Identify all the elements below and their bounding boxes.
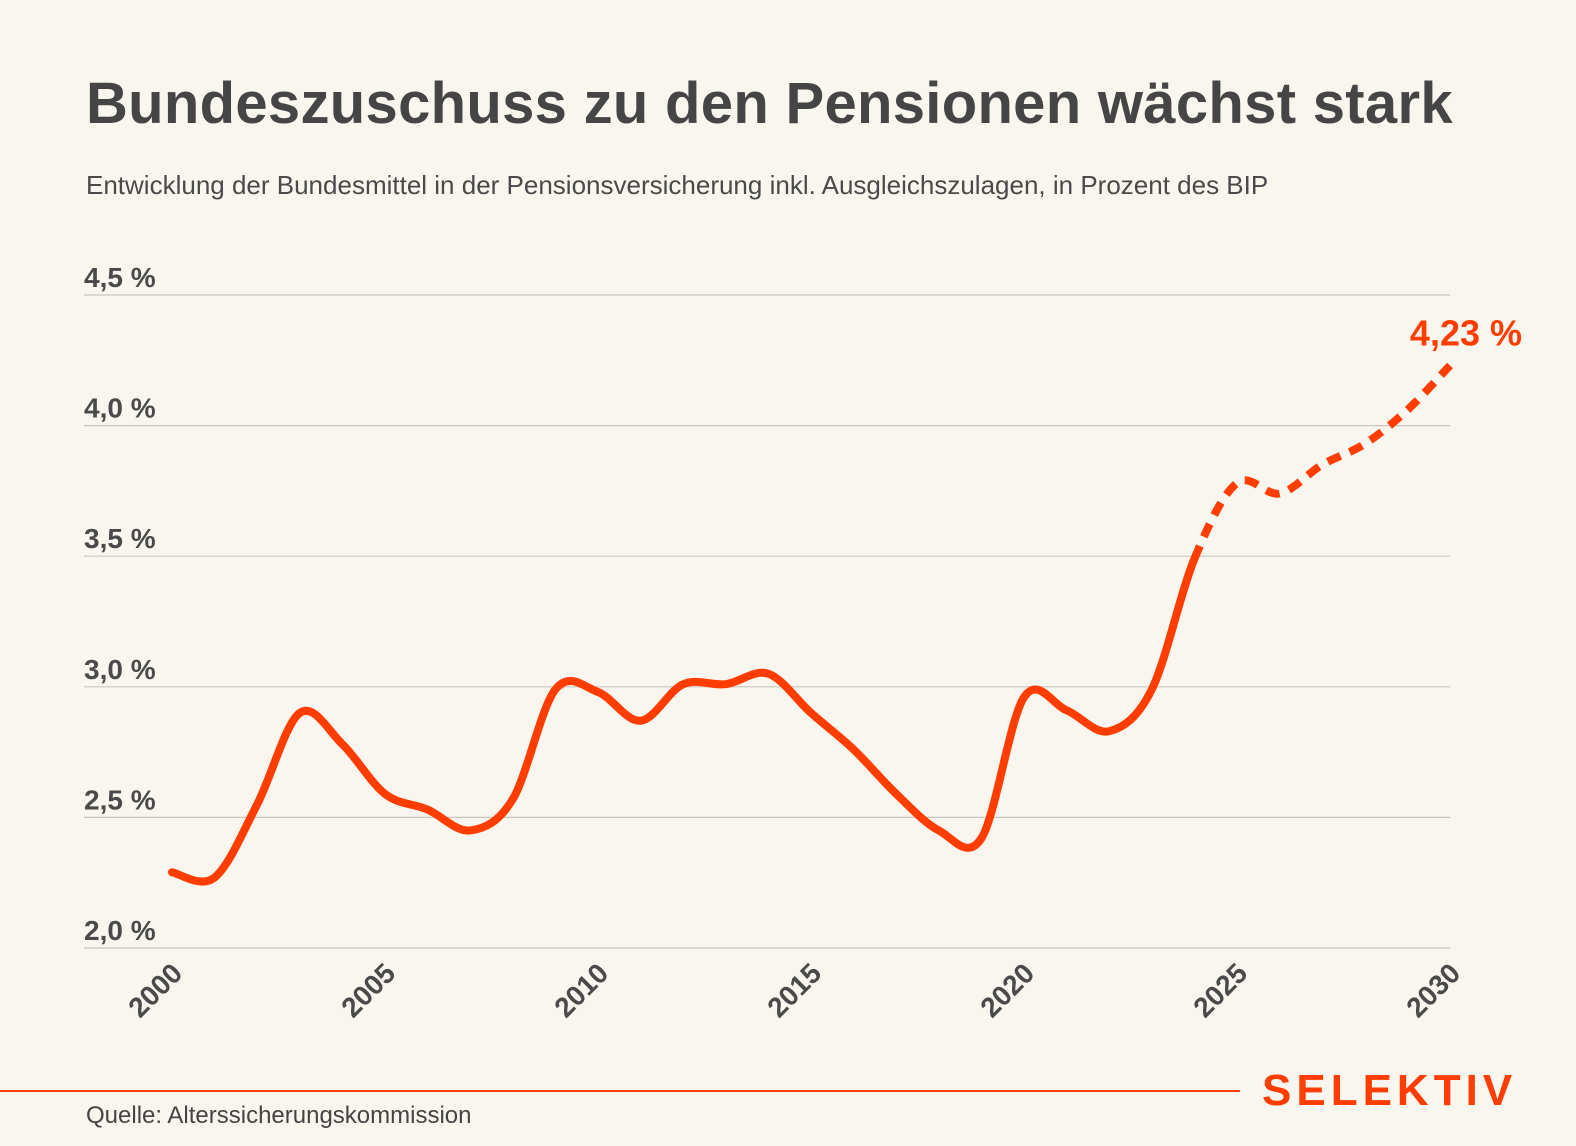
x-tick-label: 2030 bbox=[1400, 957, 1466, 1023]
brand-logo: SELEKTIV bbox=[1262, 1066, 1518, 1115]
x-tick-label: 2020 bbox=[974, 957, 1040, 1023]
series-line-forecast bbox=[1190, 362, 1453, 561]
end-value-label: 4,23 % bbox=[1410, 313, 1522, 354]
y-tick-label: 3,0 % bbox=[84, 654, 156, 685]
x-tick-label: 2005 bbox=[335, 957, 401, 1023]
footer-divider bbox=[0, 1090, 1240, 1092]
x-tick-label: 2000 bbox=[122, 957, 188, 1023]
y-tick-label: 2,5 % bbox=[84, 784, 156, 815]
x-tick-label: 2015 bbox=[761, 957, 827, 1023]
chart-subtitle: Entwicklung der Bundesmittel in der Pens… bbox=[86, 170, 1269, 200]
source-note: Quelle: Alterssicherungskommission bbox=[86, 1102, 472, 1129]
y-tick-label: 4,0 % bbox=[84, 393, 156, 424]
series-line-actual bbox=[168, 554, 1199, 886]
chart-title: Bundeszuschuss zu den Pensionen wächst s… bbox=[86, 71, 1453, 136]
y-tick-label: 4,5 % bbox=[84, 262, 156, 293]
y-tick-label: 2,0 % bbox=[84, 915, 156, 946]
series-lines bbox=[168, 362, 1453, 886]
x-tick-label: 2010 bbox=[548, 957, 614, 1023]
gridlines bbox=[84, 294, 1450, 949]
x-axis-ticks: 2000 2005 2010 2015 2020 2025 2030 bbox=[122, 957, 1466, 1023]
x-tick-label: 2025 bbox=[1187, 957, 1253, 1023]
y-tick-label: 3,5 % bbox=[84, 523, 156, 554]
y-axis-ticks: 2,0 % 2,5 % 3,0 % 3,5 % 4,0 % 4,5 % bbox=[84, 262, 156, 946]
